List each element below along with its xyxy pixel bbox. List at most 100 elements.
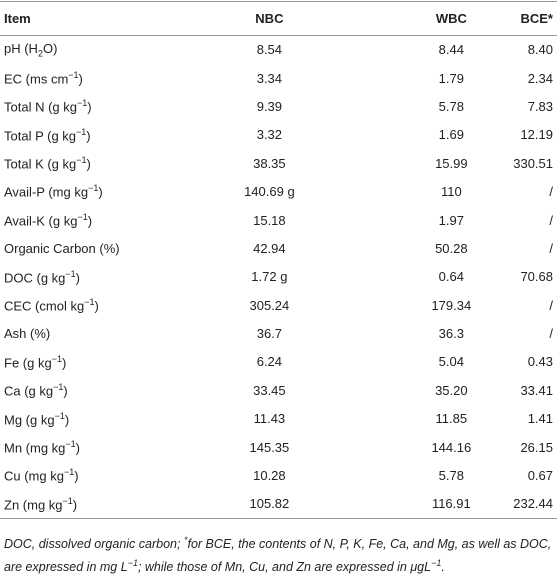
sup: −1 bbox=[431, 557, 442, 568]
column-header: NBC bbox=[255, 11, 284, 26]
text: ) bbox=[75, 440, 81, 456]
cell: 2.34 bbox=[527, 70, 553, 86]
cell: 38.35 bbox=[253, 155, 286, 171]
row-label: EC (ms cm−1) bbox=[0, 64, 205, 92]
sup: −1 bbox=[77, 211, 88, 222]
cell: 1.79 bbox=[438, 70, 464, 86]
text: ) bbox=[87, 99, 92, 115]
sup: −1 bbox=[127, 557, 138, 568]
row-label: Total P (g kg−1) bbox=[0, 121, 205, 149]
cell: / bbox=[549, 326, 553, 342]
cell: 116.91 bbox=[431, 496, 471, 512]
cell: 0.67 bbox=[527, 468, 553, 484]
text: ) bbox=[87, 213, 93, 229]
cell: / bbox=[549, 297, 553, 313]
cell: 8.44 bbox=[438, 42, 464, 58]
text: ) bbox=[86, 156, 91, 172]
table-row: Total N (g kg−1) 9.39 5.78 7.83 bbox=[0, 92, 557, 120]
text: EC (ms cm bbox=[4, 71, 69, 87]
row-label: Cu (mg kg−1) bbox=[0, 461, 205, 489]
text: CEC (cmol kg bbox=[4, 298, 85, 314]
table-row: Ca (g kg−1) 33.45 35.20 33.41 bbox=[0, 376, 557, 404]
table-row: Mn (mg kg−1) 145.35 144.16 26.15 bbox=[0, 433, 557, 461]
table-row: Zn (mg kg−1) 105.82 116.91 232.44 bbox=[0, 490, 557, 519]
text: DOC, dissolved organic carbon; bbox=[4, 536, 184, 551]
data-table: Item NBC WBC BCE* pH (H2O) 8.54 8.44 8.40 EC (m… bbox=[0, 1, 557, 519]
cell: 179.34 bbox=[431, 297, 472, 313]
text: ) bbox=[61, 355, 67, 371]
row-label: Zn (mg kg−1) bbox=[0, 490, 205, 518]
header-row: Item NBC WBC BCE* bbox=[0, 1, 557, 36]
sup: −1 bbox=[76, 98, 88, 109]
cell: 33.41 bbox=[520, 382, 553, 398]
cell: 145.35 bbox=[249, 439, 290, 455]
cell: 35.20 bbox=[435, 382, 468, 398]
cell: 330.51 bbox=[513, 155, 553, 171]
text: ) bbox=[64, 411, 70, 427]
sup: −1 bbox=[65, 439, 76, 449]
text: ) bbox=[98, 184, 103, 200]
cell: / bbox=[549, 184, 553, 200]
text: ) bbox=[94, 298, 99, 314]
text: Cu (mg kg bbox=[4, 468, 64, 484]
table-row: Total K (g kg−1) 38.35 15.99 330.51 bbox=[0, 149, 557, 177]
text: Fe (g kg bbox=[4, 355, 52, 371]
cell: 5.78 bbox=[438, 98, 464, 114]
row-label: Total K (g kg−1) bbox=[0, 149, 205, 177]
cell: 36.3 bbox=[438, 326, 464, 342]
cell: 15.99 bbox=[435, 155, 468, 171]
table-row: EC (ms cm−1) 3.34 1.79 2.34 bbox=[0, 64, 557, 92]
table-row: pH (H2O) 8.54 8.44 8.40 bbox=[0, 36, 557, 64]
sup: −1 bbox=[51, 353, 62, 364]
row-label: Avail-K (g kg−1) bbox=[0, 206, 205, 234]
cell: 11.85 bbox=[435, 411, 468, 427]
table-row: Total P (g kg−1) 3.32 1.69 12.19 bbox=[0, 121, 557, 149]
sup: * bbox=[183, 534, 188, 545]
sup: −1 bbox=[76, 126, 87, 137]
sup: −1 bbox=[53, 382, 64, 393]
text: Total N (g kg bbox=[4, 99, 77, 115]
sup: −1 bbox=[88, 183, 99, 194]
table-row: DOC (g kg−1) 1.72 g 0.64 70.68 bbox=[0, 263, 557, 291]
cell: 9.39 bbox=[256, 98, 283, 114]
table-row: Avail-K (g kg−1) 15.18 1.97 / bbox=[0, 206, 557, 234]
cell: 3.34 bbox=[256, 70, 283, 86]
cell: 1.41 bbox=[527, 411, 553, 427]
row-label: CEC (cmol kg−1) bbox=[0, 291, 205, 319]
sup: −1 bbox=[65, 268, 76, 279]
text: Avail-P (mg kg bbox=[4, 184, 89, 200]
text: ) bbox=[63, 383, 68, 399]
text: Mg (g kg bbox=[4, 411, 55, 427]
table-row: Avail-P (mg kg−1) 140.69 g 110 / bbox=[0, 177, 557, 205]
cell: 1.69 bbox=[438, 127, 464, 143]
sup: −1 bbox=[68, 69, 79, 80]
text: pH (H bbox=[4, 41, 38, 57]
table-row: Cu (mg kg−1) 10.28 5.78 0.67 bbox=[0, 461, 557, 489]
text: Total P (g kg bbox=[4, 128, 77, 144]
cell: 305.24 bbox=[249, 297, 290, 313]
column-header: BCE* bbox=[520, 11, 553, 26]
column-header: WBC bbox=[435, 11, 467, 26]
row-label: Fe (g kg−1) bbox=[0, 348, 205, 376]
cell: 5.04 bbox=[438, 354, 464, 370]
table-body: pH (H2O) 8.54 8.44 8.40 EC (ms cm−1) 3.34 1.79… bbox=[0, 36, 557, 519]
text: ) bbox=[86, 128, 91, 144]
column-header: Item bbox=[4, 11, 31, 26]
cell: 144.16 bbox=[431, 439, 472, 455]
text: DOC (g kg bbox=[4, 269, 66, 285]
cell: 1.97 bbox=[438, 212, 464, 228]
sup: −1 bbox=[84, 297, 95, 308]
text: ) bbox=[75, 269, 81, 285]
cell: / bbox=[549, 212, 553, 228]
cell: 15.18 bbox=[253, 212, 286, 228]
row-label: Mg (g kg−1) bbox=[0, 405, 205, 433]
text: Zn (mg kg bbox=[4, 496, 63, 512]
row-label: pH (H2O) bbox=[0, 36, 205, 64]
sup: −1 bbox=[76, 155, 87, 166]
row-label: Avail-P (mg kg−1) bbox=[0, 177, 205, 205]
text: ) bbox=[72, 496, 78, 512]
text: Mn (mg kg bbox=[4, 440, 66, 456]
cell: 8.54 bbox=[256, 42, 283, 58]
cell: 12.19 bbox=[520, 127, 553, 143]
row-label: Ca (g kg−1) bbox=[0, 376, 205, 404]
